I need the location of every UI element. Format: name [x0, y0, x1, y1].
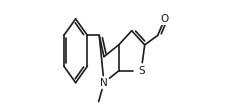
- Text: N: N: [100, 78, 107, 88]
- Text: O: O: [160, 14, 168, 24]
- Text: S: S: [138, 66, 144, 76]
